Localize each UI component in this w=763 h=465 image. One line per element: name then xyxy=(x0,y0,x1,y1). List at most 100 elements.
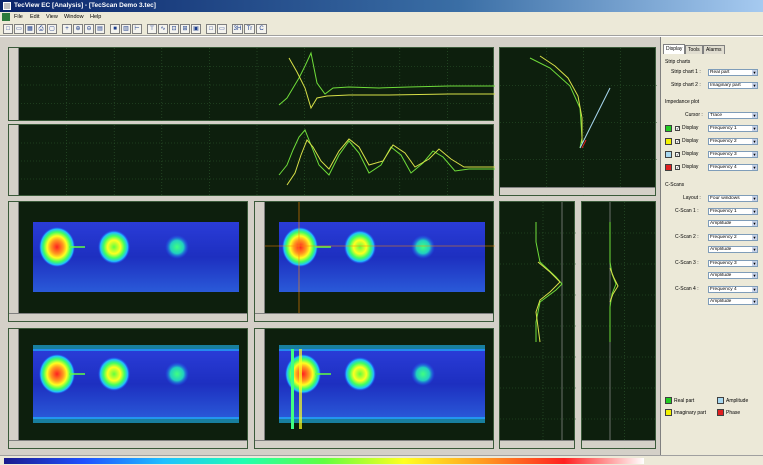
open-icon[interactable]: ▭ xyxy=(14,24,24,34)
toolbar: □ ▭ ▦ ⎙ ▢ + ⊕ ⊖ ▤ ■ ▥ ⊢ ⊤ ∿ ⊡ ⊞ ▣ □ ▭ 3H Tr C xyxy=(0,22,763,36)
scan-icon[interactable]: ▣ xyxy=(191,24,201,34)
frequency-2-value: Frequency 2 xyxy=(710,139,737,144)
strip-chart-1-imag-trace xyxy=(288,57,495,110)
chevron-down-icon: ▼ xyxy=(752,139,757,144)
cscan-2-mode-select[interactable]: Amplitude ▼ xyxy=(708,246,758,253)
cscan-1-image xyxy=(33,222,239,292)
frequency-1-display-checkbox[interactable]: ✓ xyxy=(675,126,680,131)
strip-chart-1-label: Strip chart 1 : xyxy=(671,69,701,75)
cursor-select[interactable]: Trace ▼ xyxy=(708,112,758,119)
cscan-4-label: C-Scan 4 : xyxy=(675,286,699,292)
cscan-4[interactable] xyxy=(254,328,494,449)
impedance-plot[interactable] xyxy=(499,47,657,197)
strip-chart-2-plot xyxy=(9,125,495,197)
layout-select[interactable]: Four windows ▼ xyxy=(708,195,758,202)
cscan-2-image xyxy=(265,202,495,314)
vertical-profile-1-plot xyxy=(500,202,576,450)
filter-icon[interactable]: ⊤ xyxy=(147,24,157,34)
vertical-profile-1-x-axis xyxy=(500,440,574,448)
legend-item-4: Phase xyxy=(717,409,740,417)
frequency-1-select[interactable]: Frequency 1 ▼ xyxy=(708,125,758,132)
menu-help[interactable]: Help xyxy=(90,14,102,20)
menu-edit[interactable]: Edit xyxy=(30,14,40,20)
palette-icon[interactable]: ▥ xyxy=(121,24,131,34)
preview-icon[interactable]: ▢ xyxy=(47,24,57,34)
menu-window[interactable]: Window xyxy=(64,14,84,20)
measure-icon[interactable]: ⊡ xyxy=(169,24,179,34)
vertical-profile-2-imag-trace xyxy=(609,267,619,303)
print-icon[interactable]: ⎙ xyxy=(36,24,46,34)
frequency-2-display-checkbox[interactable]: ✓ xyxy=(675,139,680,144)
legend-4-swatch xyxy=(717,409,724,416)
window-title: TecView EC [Analysis] - [TecScan Demo 3.… xyxy=(14,2,156,9)
frequency-4-color-swatch[interactable] xyxy=(665,164,672,171)
cscan-1-x-axis xyxy=(9,313,247,321)
strip-chart-2-select[interactable]: Imaginary part ▼ xyxy=(708,82,758,89)
frequency-2-color-swatch[interactable] xyxy=(665,138,672,145)
strip-chart-1[interactable] xyxy=(8,47,495,122)
frequency-3-color-swatch[interactable] xyxy=(665,151,672,158)
legend-4-label: Phase xyxy=(726,410,741,416)
frequency-2-display-label: Display xyxy=(682,138,699,144)
frequency-4-display-checkbox[interactable]: ✓ xyxy=(675,165,680,170)
cscan-3[interactable] xyxy=(8,328,248,449)
vertical-profile-2-real-trace xyxy=(609,222,617,342)
impedance-plot-heading: Impedance plot xyxy=(665,99,700,105)
legend-2-label: Amplitude xyxy=(726,398,749,404)
cscan-4-frequency-value: Frequency 4 xyxy=(710,287,737,292)
menu-view[interactable]: View xyxy=(46,14,58,20)
impedance-plot-canvas xyxy=(500,48,657,197)
color-icon[interactable]: ■ xyxy=(110,24,120,34)
cscan-1[interactable] xyxy=(8,201,248,322)
vertical-profile-2[interactable] xyxy=(581,201,657,450)
calibrate-icon[interactable]: ▭ xyxy=(217,24,227,34)
legend-item-3: Imaginary part xyxy=(665,409,706,417)
cscan-3-mode-select[interactable]: Amplitude ▼ xyxy=(708,272,758,279)
color-scale-bar xyxy=(4,458,644,464)
strip-chart-2-y-axis xyxy=(9,125,19,195)
document-icon[interactable] xyxy=(2,13,10,21)
text-icon[interactable]: □ xyxy=(206,24,216,34)
toolbar-button-b2[interactable]: Tr xyxy=(244,24,255,34)
cscan-3-y-axis xyxy=(9,329,19,448)
toolbar-button-b3[interactable]: C xyxy=(256,24,267,34)
chevron-down-icon: ▼ xyxy=(752,196,757,201)
cscan-4-mode-select[interactable]: Amplitude ▼ xyxy=(708,298,758,305)
grid-icon[interactable]: ▤ xyxy=(95,24,105,34)
frequency-1-value: Frequency 1 xyxy=(710,126,737,131)
zoom-in-icon[interactable]: ⊕ xyxy=(73,24,83,34)
zoom-out-icon[interactable]: ⊖ xyxy=(84,24,94,34)
frequency-4-select[interactable]: Frequency 4 ▼ xyxy=(708,164,758,171)
cscan-1-mode-select[interactable]: Amplitude ▼ xyxy=(708,220,758,227)
tab-display[interactable]: Display xyxy=(663,44,686,54)
cscan-1-frequency-select[interactable]: Frequency 1 ▼ xyxy=(708,208,758,215)
frequency-3-select[interactable]: Frequency 3 ▼ xyxy=(708,151,758,158)
legend-2-swatch xyxy=(717,397,724,404)
chevron-down-icon: ▼ xyxy=(752,273,757,278)
strip-chart-2[interactable] xyxy=(8,124,495,197)
frequency-1-color-swatch[interactable] xyxy=(665,125,672,132)
toolbar-button-b1[interactable]: 3H xyxy=(232,24,243,34)
ruler-icon[interactable]: ⊢ xyxy=(132,24,142,34)
save-icon[interactable]: ▦ xyxy=(25,24,35,34)
new-icon[interactable]: □ xyxy=(3,24,13,34)
waveform-icon[interactable]: ∿ xyxy=(158,24,168,34)
cscan-3-frequency-select[interactable]: Frequency 3 ▼ xyxy=(708,260,758,267)
tab-tools[interactable]: Tools xyxy=(685,45,703,54)
cursor-icon[interactable]: + xyxy=(62,24,72,34)
cscan-3-image xyxy=(33,345,239,423)
strip-chart-1-select[interactable]: Real part ▼ xyxy=(708,69,758,76)
cscan-1-label: C-Scan 1 : xyxy=(675,208,699,214)
vertical-profile-1[interactable] xyxy=(499,201,576,450)
cscan-4-frequency-select[interactable]: Frequency 4 ▼ xyxy=(708,286,758,293)
cursor-value: Trace xyxy=(710,113,723,118)
menu-file[interactable]: File xyxy=(14,14,23,20)
table-icon[interactable]: ⊞ xyxy=(180,24,190,34)
frequency-3-display-checkbox[interactable]: ✓ xyxy=(675,152,680,157)
workspace xyxy=(0,37,660,455)
tab-alarms[interactable]: Alarms xyxy=(703,45,725,54)
cscan-2-frequency-select[interactable]: Frequency 2 ▼ xyxy=(708,234,758,241)
strip-chart-1-value: Real part xyxy=(710,70,730,75)
cscan-2[interactable] xyxy=(254,201,495,322)
frequency-2-select[interactable]: Frequency 2 ▼ xyxy=(708,138,758,145)
